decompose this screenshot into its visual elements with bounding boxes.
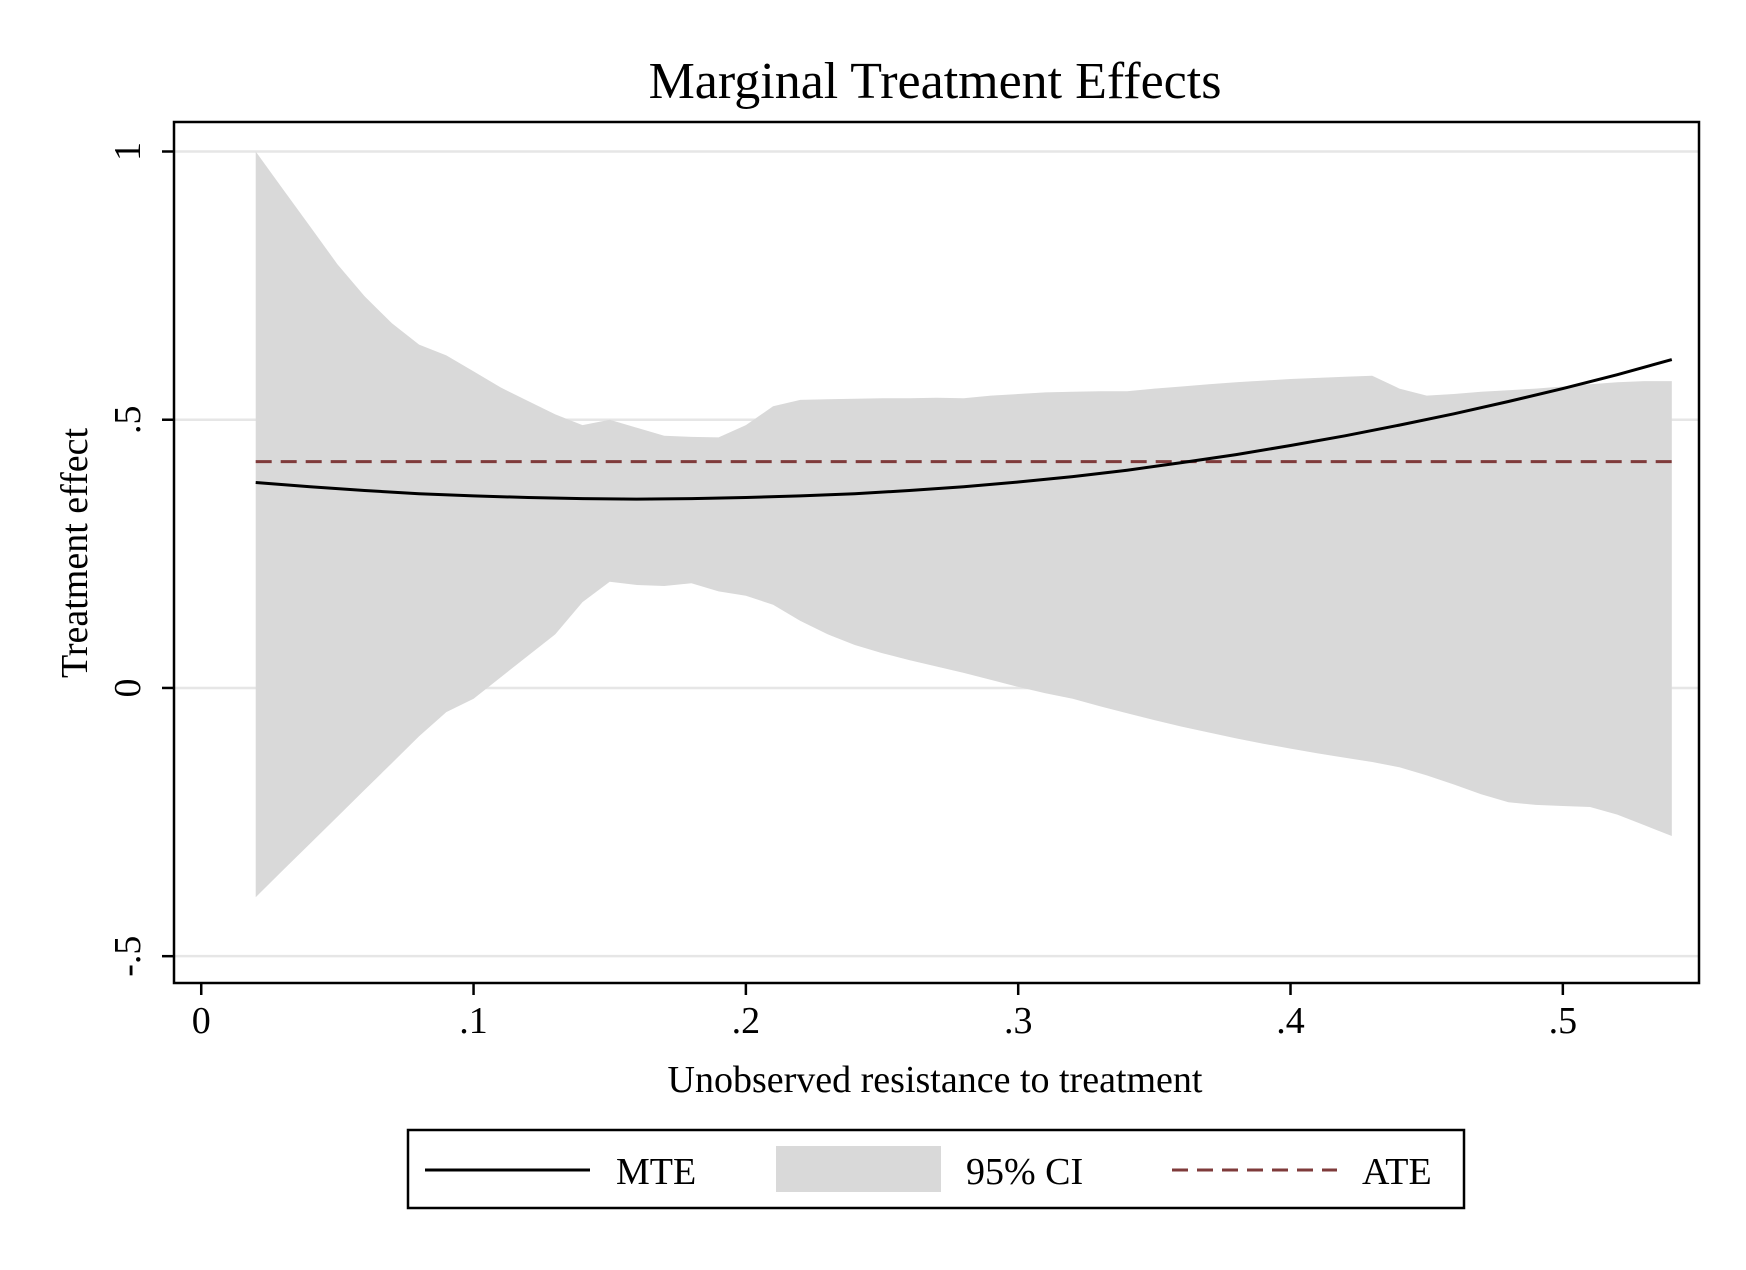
x-tick-label: .1: [459, 1000, 488, 1042]
legend: MTE 95% CI ATE: [406, 1128, 1466, 1210]
x-axis-label: Unobserved resistance to treatment: [668, 1059, 1203, 1101]
y-tick-label: -.5: [107, 936, 149, 977]
y-tick-label: .5: [107, 405, 149, 434]
y-tick-label: 0: [107, 678, 149, 697]
legend-ate-label: ATE: [1362, 1151, 1432, 1193]
x-tick-label: .5: [1549, 1000, 1578, 1042]
y-tick-label: 1: [107, 142, 149, 161]
x-tick-label: .2: [732, 1000, 761, 1042]
y-axis-label: Treatment effect: [54, 428, 96, 679]
legend-mte-label: MTE: [616, 1151, 696, 1193]
plot-frame: [172, 120, 1701, 985]
chart-title: Marginal Treatment Effects: [649, 53, 1222, 110]
ci-band: [255, 151, 1672, 898]
legend-ci-label: 95% CI: [966, 1151, 1083, 1193]
axes: 1 .5 0 -.5 0 .1 .2 .3 .4 .5: [107, 142, 1577, 1042]
series-lines: [255, 358, 1673, 501]
legend-ci-swatch: [776, 1146, 941, 1192]
mte-line: [255, 358, 1673, 501]
x-tick-label: 0: [192, 1000, 211, 1042]
x-tick-label: .4: [1276, 1000, 1305, 1042]
ci-band-layer: [255, 151, 1672, 898]
x-tick-label: .3: [1004, 1000, 1033, 1042]
